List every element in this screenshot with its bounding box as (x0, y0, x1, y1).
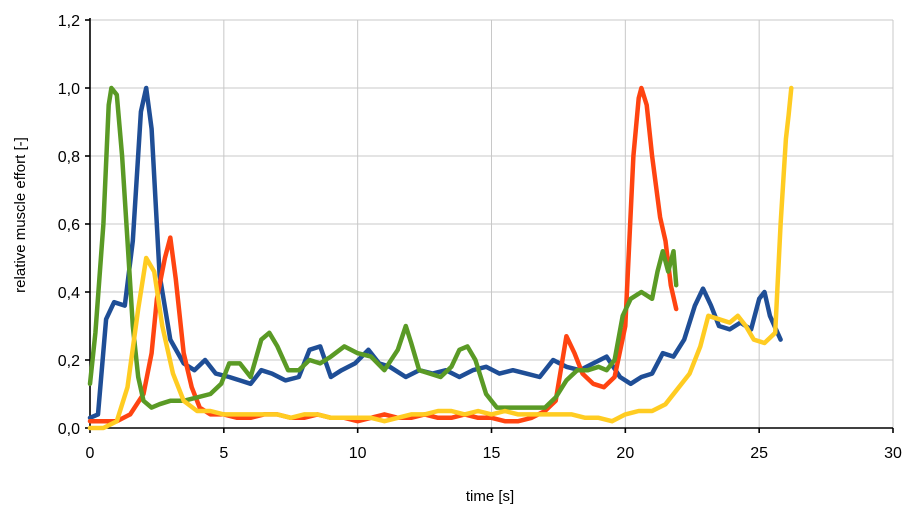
series-line-3 (87, 85, 679, 410)
y-tick-label: 0,8 (58, 149, 80, 166)
y-tick-label: 1,2 (58, 13, 80, 30)
y-axis-label: relative muscle effort [-] (12, 137, 29, 293)
axes (85, 18, 894, 433)
x-tick-label: 15 (483, 445, 501, 462)
x-tick-label: 20 (616, 445, 634, 462)
series-group (87, 85, 794, 431)
x-axis-label: time [s] (466, 488, 514, 505)
gridlines (90, 19, 894, 428)
y-tick-label: 0,4 (58, 285, 80, 302)
x-tick-label: 0 (86, 445, 95, 462)
y-tick-label: 0,2 (58, 353, 80, 370)
y-tick-label: 1,0 (58, 81, 80, 98)
x-tick-label: 10 (349, 445, 367, 462)
y-tick-label: 0,6 (58, 217, 80, 234)
series-line-1 (87, 85, 783, 421)
tick-labels: 0,0 0,2 0,4 0,6 0,8 1,0 1,2 0 5 10 15 20 25 30 (58, 13, 902, 462)
series-line-4 (87, 85, 794, 431)
x-tick-label: 30 (884, 445, 902, 462)
x-tick-label: 25 (750, 445, 768, 462)
y-tick-label: 0,0 (58, 421, 80, 438)
x-tick-label: 5 (219, 445, 228, 462)
